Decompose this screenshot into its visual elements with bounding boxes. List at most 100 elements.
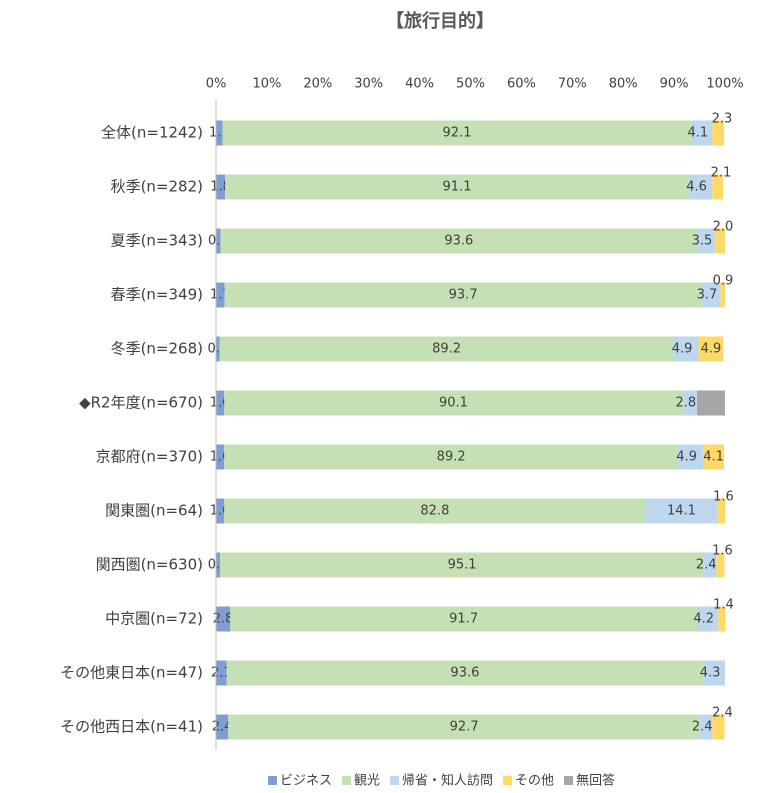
x-tick-label: 30% (354, 77, 383, 92)
bar-segment (216, 498, 225, 524)
legend-swatch (268, 776, 277, 785)
value-label: 4.1 (703, 450, 724, 465)
bar-segment (712, 714, 725, 740)
chart-title: 【旅行目的】 (386, 10, 494, 32)
bar-segment (717, 498, 726, 524)
value-label: 2.1 (711, 166, 732, 181)
x-tick-label: 10% (252, 77, 281, 92)
bar-segment (216, 606, 231, 632)
bar-segment (645, 498, 718, 524)
value-label: 1.4 (713, 598, 734, 613)
value-label: 1.6 (713, 490, 734, 505)
legend-label: 観光 (354, 774, 380, 789)
category-label: 京都府(n=370) (96, 448, 203, 466)
x-tick-label: 20% (303, 77, 332, 92)
legend-label: 無回答 (576, 773, 615, 789)
bar-segment (216, 444, 225, 470)
bar-segment (697, 390, 725, 416)
x-tick-label: 90% (660, 77, 689, 92)
legend-swatch (503, 776, 513, 785)
bar-segment (703, 444, 724, 470)
category-label: 秋季(n=282) (111, 178, 203, 196)
bar-segment (224, 390, 683, 416)
value-label: 93.6 (444, 234, 473, 249)
bar-segment (228, 714, 701, 740)
bar-segment (216, 120, 223, 146)
bar-segment (700, 714, 713, 740)
bar-segment (216, 390, 225, 416)
value-label: 2.3 (712, 112, 733, 127)
value-label: 14.1 (667, 504, 696, 519)
category-label: 春季(n=349) (111, 286, 203, 304)
bar-segment (216, 174, 226, 200)
bar-segment (224, 444, 679, 470)
bar-segment (712, 120, 724, 146)
bar-segment (698, 336, 724, 362)
value-label: 2.4 (712, 706, 733, 721)
value-label: 2.4 (696, 558, 717, 573)
category-label: 関東圏(n=64) (105, 502, 203, 520)
value-label: 0.9 (713, 274, 734, 289)
value-label: 91.1 (443, 180, 472, 195)
value-label: 93.7 (449, 288, 478, 303)
value-label: 91.7 (449, 612, 478, 627)
bar-segment (216, 714, 229, 740)
x-tick-label: 80% (609, 77, 638, 92)
category-label: 冬季(n=268) (111, 340, 203, 358)
category-label: その他西日本(n=41) (60, 718, 203, 736)
value-label: 82.8 (420, 504, 449, 519)
value-label: 4.9 (676, 450, 697, 465)
bar-segment (216, 660, 227, 686)
value-label: 95.1 (448, 558, 477, 573)
bar-segment (691, 120, 713, 146)
bar-segment (697, 606, 719, 632)
value-label: 3.5 (692, 234, 713, 249)
bar-segment (697, 228, 715, 254)
value-label: 1.6 (712, 544, 733, 559)
value-label: 93.6 (450, 666, 479, 681)
x-tick-label: 40% (405, 77, 434, 92)
value-label: 4.6 (686, 180, 707, 195)
x-tick-label: 50% (456, 77, 485, 92)
value-label: 4.2 (693, 612, 714, 627)
bar-segment (688, 174, 713, 200)
x-tick-label: 100% (706, 77, 743, 92)
value-label: 3.7 (697, 288, 718, 303)
bar-segment (216, 336, 220, 362)
legend-swatch (390, 776, 400, 785)
category-label: 中京圏(n=72) (105, 610, 203, 628)
bar-segment (216, 282, 225, 308)
value-label: 89.2 (437, 450, 466, 465)
x-tick-label: 0% (206, 77, 227, 92)
category-label: 全体(n=1242) (101, 124, 203, 142)
bar-segment (225, 174, 689, 200)
bar-segment (701, 282, 721, 308)
bar-segment (703, 660, 725, 686)
value-label: 4.3 (700, 666, 721, 681)
x-tick-label: 70% (558, 77, 587, 92)
bar-segment (720, 282, 725, 308)
value-label: 2.0 (713, 220, 734, 235)
bar-segment (216, 552, 221, 578)
category-label: 夏季(n=343) (111, 232, 203, 250)
value-label: 4.1 (687, 126, 708, 141)
bar-segment (220, 552, 705, 578)
bar-segment (219, 336, 674, 362)
legend-label: その他 (515, 774, 554, 789)
bar-segment (224, 498, 646, 524)
value-label: 2.8 (213, 612, 234, 627)
bar-segment (714, 228, 725, 254)
bar-segment (220, 228, 698, 254)
legend-label: ビジネス (280, 774, 332, 789)
bar-segment (222, 120, 692, 146)
legend-swatch (564, 776, 574, 785)
category-label: その他東日本(n=47) (60, 664, 203, 682)
bar-segment (682, 390, 698, 416)
value-label: 90.1 (439, 396, 468, 411)
value-label: 4.9 (701, 342, 722, 357)
value-label: 2.4 (212, 720, 233, 735)
bar-segment (216, 228, 221, 254)
value-label: 2.4 (692, 720, 713, 735)
bar-segment (716, 552, 725, 578)
